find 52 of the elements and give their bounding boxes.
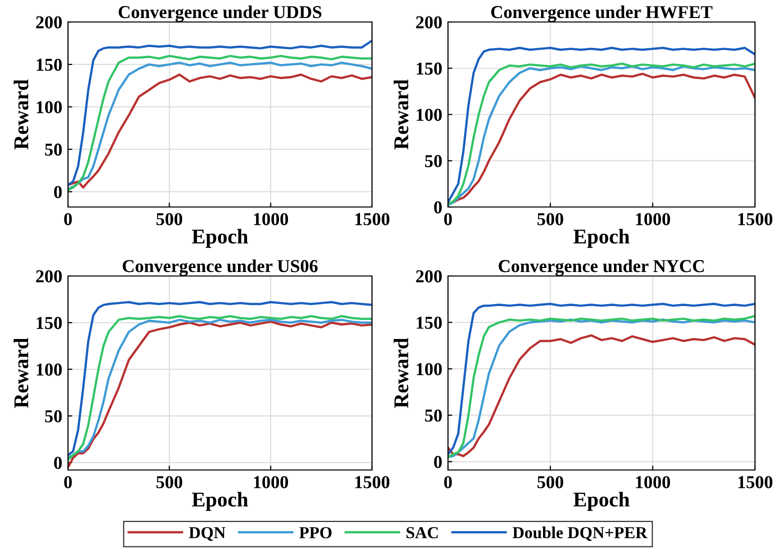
x-axis-title: Epoch [573,228,630,248]
legend-label: SAC [406,527,438,538]
y-tick-label: 0 [434,201,442,214]
chart-title: Convergence under NYCC [498,259,704,276]
y-tick-label: 100 [36,101,62,114]
x-axis-title: Epoch [573,492,630,511]
y-tick-label: 200 [36,16,62,28]
y-axis-title: Reward [394,338,408,408]
legend-label: DQN [188,527,226,541]
x-axis-title: Epoch [192,228,248,248]
y-tick-label: 50 [45,144,62,156]
y-tick-label: 50 [425,409,442,422]
x-tick-label: 500 [156,476,182,488]
x-tick-label: 1000 [254,476,288,488]
y-tick-label: 200 [36,270,62,282]
x-tick-label: 0 [444,476,452,488]
legend-label: PPO [299,527,332,538]
x-tick-label: 1500 [355,213,390,226]
x-axis-title: Epoch [192,492,248,511]
y-tick-label: 150 [36,58,62,71]
y-tick-label: 50 [425,155,442,168]
y-tick-label: 150 [36,316,62,330]
x-tick-label: 1000 [636,476,670,488]
x-tick-label: 500 [538,213,564,226]
x-tick-label: 500 [538,476,564,488]
y-tick-label: 100 [416,363,442,376]
x-tick-label: 0 [64,476,72,488]
x-tick-label: 1500 [738,476,772,488]
legend-label: Double DQN+PER [512,526,648,541]
x-tick-label: 1000 [254,213,288,226]
y-tick-label: 150 [416,62,442,75]
y-axis-title: Reward [394,79,408,150]
y-axis-title: Reward [14,79,28,150]
y-tick-label: 200 [416,270,442,282]
x-tick-label: 0 [64,213,72,226]
x-tick-label: 0 [444,213,452,226]
chart-title: Convergence under HWFET [491,5,712,22]
y-tick-label: 150 [416,316,442,329]
y-tick-label: 100 [416,108,442,121]
chart-title: Convergence under UDDS [118,5,322,22]
x-tick-label: 500 [156,213,182,226]
chart-title: Convergence under US06 [122,259,318,276]
y-tick-label: 0 [434,456,442,468]
y-tick-label: 0 [54,186,62,198]
x-tick-label: 1500 [355,476,390,488]
x-tick-label: 1000 [636,213,670,226]
y-tick-label: 200 [416,16,442,28]
y-tick-label: 0 [54,456,62,469]
y-axis-title: Reward [14,338,28,408]
x-tick-label: 1500 [738,213,772,226]
y-tick-label: 100 [36,364,62,376]
y-tick-label: 50 [45,410,62,422]
